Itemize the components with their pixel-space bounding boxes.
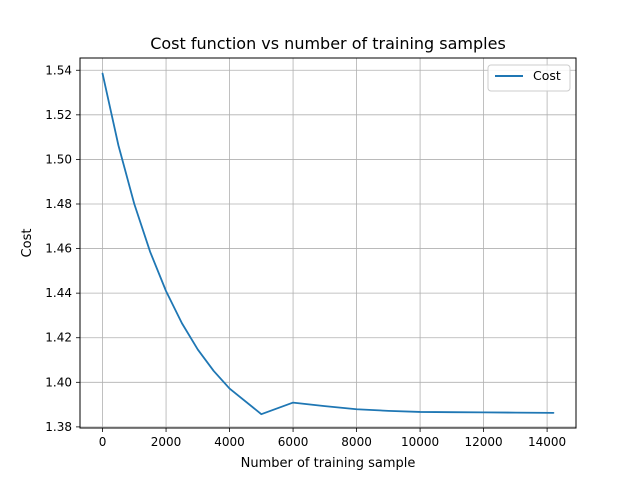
x-tick-label: 0 bbox=[99, 435, 107, 449]
y-axis: 1.38 1.40 1.42 1.44 1.46 1.48 1.50 1.52 1.54 bbox=[45, 63, 80, 434]
chart-title: Cost function vs number of training samp… bbox=[150, 34, 506, 53]
plot-area-frame bbox=[79, 57, 577, 429]
x-axis: 0 2000 4000 6000 8000 10000 12000 14000 bbox=[99, 428, 566, 449]
y-tick-label: 1.46 bbox=[45, 242, 72, 256]
y-tick-label: 1.40 bbox=[45, 375, 72, 389]
series-layer bbox=[101, 72, 555, 416]
y-tick-label: 1.50 bbox=[45, 152, 72, 166]
x-tick-label: 4000 bbox=[214, 435, 245, 449]
legend-series-label: Cost bbox=[533, 68, 561, 83]
cost-series-line bbox=[101, 72, 555, 416]
y-tick-label: 1.44 bbox=[45, 286, 72, 300]
x-tick-label: 8000 bbox=[341, 435, 372, 449]
y-tick-label: 1.54 bbox=[45, 63, 72, 77]
x-tick-label: 6000 bbox=[278, 435, 309, 449]
x-tick-label: 10000 bbox=[401, 435, 439, 449]
grid bbox=[80, 58, 576, 428]
x-tick-label: 2000 bbox=[151, 435, 182, 449]
legend-box bbox=[487, 64, 571, 92]
x-tick-label: 14000 bbox=[528, 435, 566, 449]
legend: Cost bbox=[487, 64, 571, 92]
x-axis-label: Number of training sample bbox=[241, 456, 416, 471]
y-tick-label: 1.48 bbox=[45, 197, 72, 211]
x-tick-label: 12000 bbox=[465, 435, 503, 449]
y-tick-label: 1.42 bbox=[45, 331, 72, 345]
y-tick-label: 1.52 bbox=[45, 108, 72, 122]
y-axis-label: Cost bbox=[20, 229, 35, 258]
y-tick-label: 1.38 bbox=[45, 420, 72, 434]
